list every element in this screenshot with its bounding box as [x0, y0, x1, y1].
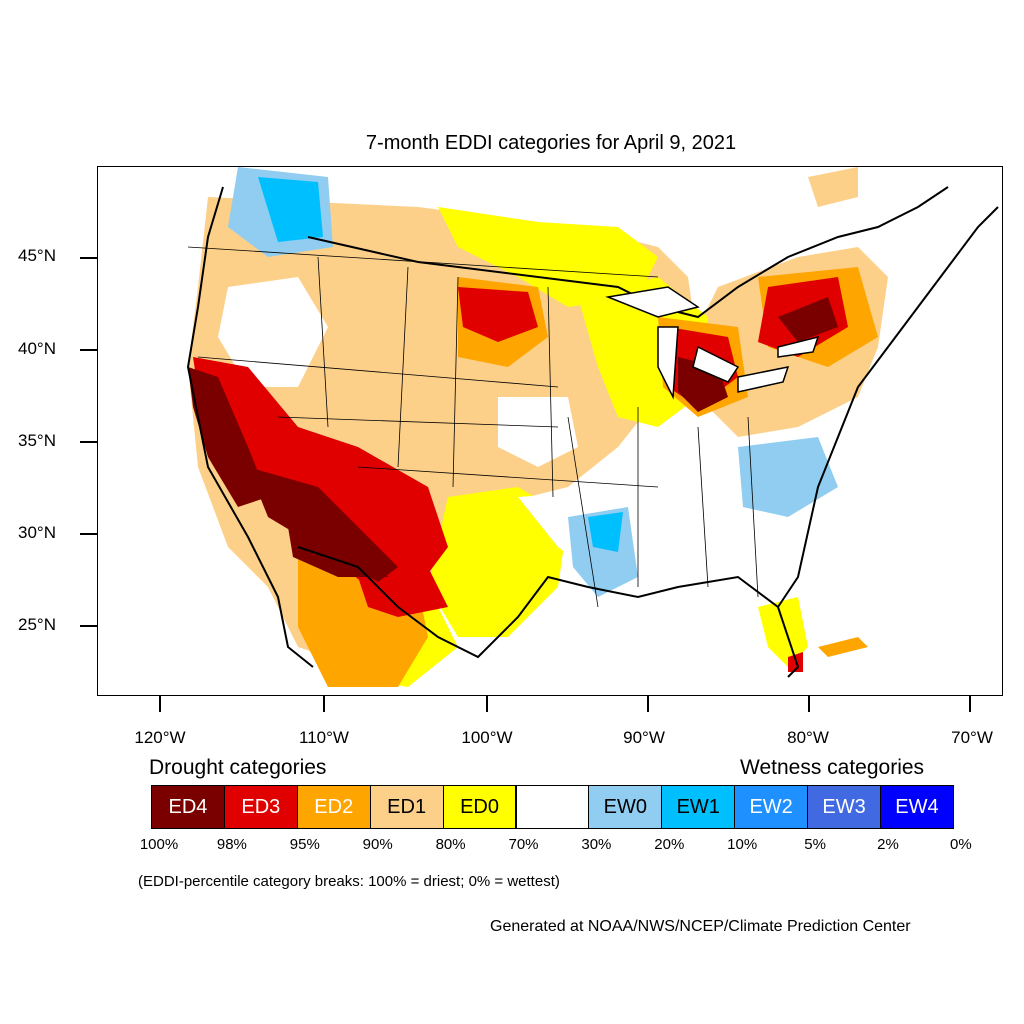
legend-break-label: 5%: [804, 836, 826, 853]
neutral-west: [218, 277, 328, 387]
legend-category-ed2: ED2: [296, 785, 371, 829]
legend-category-ed4: ED4: [151, 785, 225, 829]
legend-break-label: 10%: [727, 836, 758, 853]
lon-label-90: 90°W: [623, 728, 665, 747]
lon-label-70: 70°W: [951, 728, 993, 747]
legend-category-ed3: ED3: [223, 785, 298, 829]
ew1-delta: [588, 512, 623, 552]
lon-label-80: 80°W: [787, 728, 829, 747]
legend-break-label: 20%: [654, 836, 685, 853]
legend-category-ew3: EW3: [807, 785, 881, 829]
lon-tick: [486, 696, 488, 712]
lon-label-100: 100°W: [461, 728, 513, 747]
lat-label-25: 25°N: [18, 615, 56, 634]
legend-break-label: 95%: [289, 836, 320, 853]
map-canvas: [186, 167, 999, 687]
legend-category-ed1: ED1: [369, 785, 444, 829]
drought-heading: Drought categories: [149, 756, 327, 779]
credit-line: Generated at NOAA/NWS/NCEP/Climate Predi…: [490, 918, 911, 935]
legend-category-neutral: [515, 785, 590, 829]
coastline: [186, 186, 999, 678]
legend-break-label: 100%: [139, 836, 179, 853]
ed4-northeast: [778, 297, 838, 342]
legend-break-label: 2%: [877, 836, 899, 853]
legend-break-label: 90%: [362, 836, 393, 853]
great-lakes: [605, 286, 820, 400]
legend-category-ew1: EW1: [661, 785, 736, 829]
lat-label-30: 30°N: [18, 523, 56, 542]
wetness-heading: Wetness categories: [740, 756, 925, 779]
lat-label-40: 40°N: [18, 339, 56, 358]
ed0-florida: [758, 597, 808, 667]
ew0-southeast: [738, 437, 838, 517]
legend-break-label: 98%: [216, 836, 247, 853]
legend-break-label: 0%: [950, 836, 972, 853]
lon-tick: [808, 696, 810, 712]
lon-tick: [159, 696, 161, 712]
ed3-dakotas: [458, 287, 538, 342]
lat-tick: [80, 625, 97, 627]
legend-category-ew4: EW4: [880, 785, 954, 829]
neutral-mid: [498, 397, 578, 467]
legend-category-ew0: EW0: [588, 785, 663, 829]
lon-label-110: 110°W: [299, 728, 349, 747]
ed4-arizona: [288, 527, 388, 577]
lat-label-35: 35°N: [18, 431, 56, 450]
lon-label-120: 120°W: [134, 728, 186, 747]
lon-tick: [969, 696, 971, 712]
caribbean-islands: [818, 637, 868, 657]
lon-tick: [647, 696, 649, 712]
legend-break-label: 80%: [435, 836, 466, 853]
category-fills: [188, 167, 888, 687]
maritime-region: [808, 167, 858, 207]
ed4-california: [188, 367, 268, 507]
category-note: (EDDI-percentile category breaks: 100% =…: [138, 873, 560, 890]
legend-category-ed0: ED0: [442, 785, 517, 829]
legend-break-label: 70%: [508, 836, 539, 853]
eddi-map: [97, 166, 1003, 696]
legend-break-label: 30%: [581, 836, 612, 853]
map-title: 7-month EDDI categories for April 9, 202…: [365, 132, 737, 154]
ed0-north: [438, 207, 658, 307]
lat-tick: [80, 257, 97, 259]
ed0-south: [428, 487, 568, 637]
legend-category-ew2: EW2: [734, 785, 809, 829]
lat-tick: [80, 349, 97, 351]
lat-label-45: 45°N: [18, 246, 56, 265]
lat-tick: [80, 533, 97, 535]
ew1-northwest: [258, 177, 323, 242]
lat-tick: [80, 441, 97, 443]
lon-tick: [323, 696, 325, 712]
ed3-west: [193, 357, 448, 587]
